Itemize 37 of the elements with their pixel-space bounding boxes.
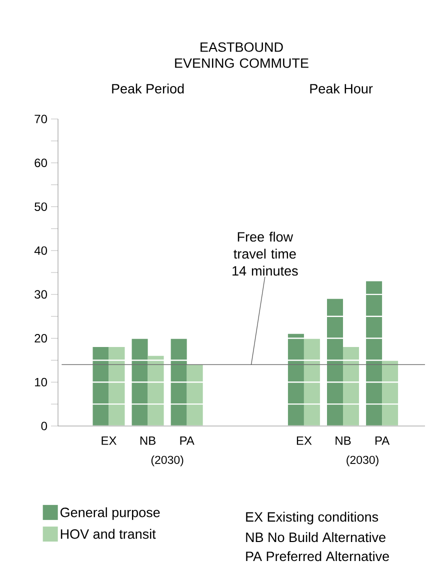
bar [148,356,164,426]
bar [382,360,398,426]
text: NB No Build Alternative [246,532,386,542]
bar [304,338,320,426]
bar [343,347,360,426]
chart-title: EASTBOUND EVENING COMMUTE [175,42,308,68]
y-tick-label: 50 [34,202,48,211]
x-tick-label: EX [102,436,117,445]
ref-line-label: Free flow travel time 14 minutes [232,232,298,276]
y-tick-label: 30 [34,290,48,299]
y-tick-label: 40 [34,246,48,255]
y-tick-label: 0 [41,422,48,430]
y-tick-label: 70 [34,114,48,124]
bar [108,347,125,426]
legend-label: General purpose [60,507,160,520]
bar [132,338,148,426]
y-tick-label: 60 [34,158,48,168]
text: PA Preferred Alternative [246,551,389,562]
bar [366,281,382,426]
text: Peak Period [112,84,184,94]
x-tick-label: NB [336,436,351,445]
y-tick-label: 10 [35,378,48,386]
x-tick-label: PA [180,436,194,445]
x-tick-label: NB [140,436,156,445]
x-tick-label: PA [375,436,390,445]
text: Peak Hour [310,84,373,94]
bar [327,298,344,426]
text: (2030) [346,456,378,466]
text: EX Existing conditions [246,512,378,524]
legend-label: HOV and transit [60,528,156,539]
x-tick-label: EX [296,436,312,445]
y-tick-label: 20 [34,334,48,343]
bar [288,334,304,426]
text: (2030) [151,456,184,466]
bar [92,347,109,426]
bar [186,364,203,426]
bar [170,338,187,426]
